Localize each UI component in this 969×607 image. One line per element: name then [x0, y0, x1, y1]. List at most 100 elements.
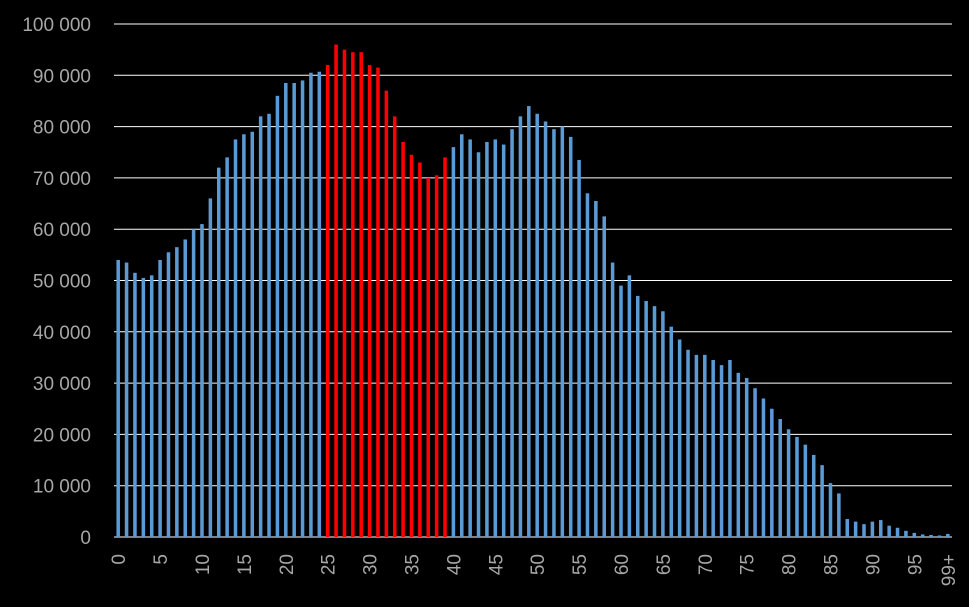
bar-age-18: [267, 113, 271, 537]
bar-age-66: [669, 326, 674, 537]
bar-age-31: [376, 67, 380, 537]
bar-age-83: [811, 454, 816, 537]
bar-age-71: [711, 360, 715, 537]
bar-age-64: [652, 306, 657, 537]
x-tick-label: 25: [319, 554, 340, 575]
bar-age-99+: [946, 533, 950, 537]
x-tick-label: 70: [696, 554, 717, 575]
x-tick-label: 55: [570, 554, 591, 575]
y-tick-label: 60 000: [33, 220, 91, 241]
bar-age-15: [242, 134, 246, 538]
x-tick-label: 45: [486, 554, 507, 575]
x-tick-label: 75: [738, 554, 759, 575]
bar-age-75: [744, 377, 749, 537]
bar-age-98: [937, 535, 942, 537]
bar-age-26: [334, 44, 338, 538]
bar-age-89: [862, 524, 866, 537]
bar-age-17: [258, 116, 263, 537]
bar-age-81: [795, 436, 799, 537]
bar-age-5: [158, 259, 162, 537]
bar-age-68: [686, 349, 690, 537]
bar-age-27: [342, 49, 347, 538]
bar-age-40: [451, 147, 456, 537]
bar-age-77: [761, 398, 766, 537]
bar-age-4: [149, 275, 154, 537]
bar-age-54: [568, 136, 573, 538]
bar-age-46: [501, 144, 506, 537]
bar-age-93: [895, 527, 900, 537]
bar-age-72: [719, 365, 724, 537]
x-tick-label: 5: [151, 554, 172, 565]
bar-age-49: [527, 106, 531, 537]
bar-age-53: [560, 126, 565, 537]
bar-age-67: [677, 339, 682, 537]
bar-age-38: [434, 175, 439, 537]
bar-age-55: [577, 159, 581, 537]
x-tick-label: 50: [528, 554, 549, 575]
bar-age-48: [518, 116, 523, 537]
bar-age-76: [753, 388, 757, 537]
x-tick-label: 95: [905, 554, 926, 575]
bar-age-44: [485, 141, 489, 538]
y-axis-tick-labels: 0 10 000 20 000 30 000 40 000 50 000 60 000 70 …: [22, 15, 91, 549]
bar-age-60: [619, 285, 623, 537]
bar-age-47: [510, 129, 514, 537]
bar-age-91: [879, 520, 883, 537]
bar-age-87: [845, 519, 850, 537]
y-tick-label: 70 000: [33, 169, 91, 190]
bar-age-14: [233, 139, 238, 537]
bar-age-1: [124, 262, 129, 537]
bar-age-29: [359, 52, 363, 537]
bar-age-16: [250, 131, 255, 538]
x-tick-label: 0: [109, 554, 130, 565]
bar-age-84: [820, 465, 824, 537]
x-tick-label: 15: [235, 554, 256, 575]
bar-age-97: [929, 534, 933, 537]
bar-age-11: [208, 198, 213, 538]
bar-age-2: [133, 272, 137, 537]
x-tick-label: 60: [612, 554, 633, 575]
bar-age-28: [351, 52, 355, 537]
y-tick-label: 30 000: [33, 374, 91, 395]
bar-age-35: [409, 154, 414, 537]
bar-age-90: [870, 521, 875, 537]
bar-age-79: [778, 419, 782, 537]
bar-age-86: [837, 493, 841, 537]
y-tick-label: 20 000: [33, 425, 91, 446]
x-tick-label: 30: [361, 554, 382, 575]
x-tick-label: 99+: [939, 554, 960, 586]
x-tick-label: 20: [277, 554, 298, 575]
bar-age-92: [887, 525, 891, 537]
bar-age-56: [585, 193, 590, 538]
bar-age-88: [853, 521, 858, 537]
x-tick-label: 90: [863, 554, 884, 575]
bar-age-43: [476, 152, 481, 537]
bar-age-10: [200, 224, 204, 537]
bar-age-45: [493, 139, 498, 537]
bar-age-9: [191, 229, 196, 537]
bar-age-39: [443, 157, 447, 537]
y-tick-label: 40 000: [33, 323, 91, 344]
bar-age-6: [166, 252, 171, 537]
y-tick-label: 80 000: [33, 118, 91, 139]
x-axis-tick-labels: 0 5 10 15 20 25 30 35 40 45 50 55 60 65 70 75 80 85 90 95 99…: [109, 554, 960, 586]
bar-age-74: [736, 372, 741, 537]
x-tick-label: 40: [444, 554, 465, 575]
bar-age-34: [401, 141, 405, 538]
bar-age-20: [284, 83, 288, 537]
bar-age-82: [803, 444, 808, 537]
x-tick-label: 35: [402, 554, 423, 575]
bar-age-37: [426, 177, 431, 537]
bar-age-57: [594, 200, 598, 538]
bar-age-59: [610, 262, 615, 537]
x-tick-label: 65: [654, 554, 675, 575]
bar-age-8: [183, 239, 187, 537]
bar-age-33: [392, 116, 397, 537]
x-tick-label: 85: [821, 554, 842, 575]
bar-age-65: [661, 311, 665, 537]
bar-age-63: [644, 301, 648, 537]
bar-age-36: [418, 162, 422, 537]
bars: [116, 44, 950, 538]
bar-age-69: [694, 354, 699, 537]
